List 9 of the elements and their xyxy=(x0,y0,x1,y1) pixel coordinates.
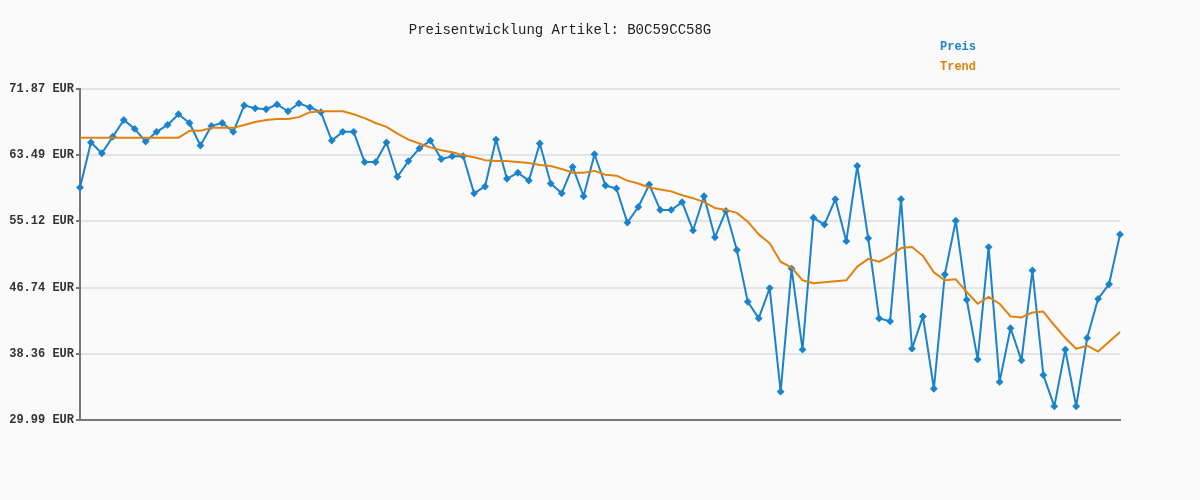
y-tick-label: 29.99 EUR xyxy=(9,413,75,428)
y-tick-label: 46.74 EUR xyxy=(9,280,75,295)
y-tick-label: 63.49 EUR xyxy=(9,148,75,163)
text: Trend xyxy=(940,60,977,75)
chart-title: Preisentwicklung Artikel: B0C59CC58G xyxy=(408,22,712,39)
text: Preis xyxy=(940,40,977,55)
y-tick-label: 71.87 EUR xyxy=(9,81,75,96)
y-tick-label: 55.12 EUR xyxy=(9,214,75,229)
y-tick-label: 38.36 EUR xyxy=(9,346,75,361)
